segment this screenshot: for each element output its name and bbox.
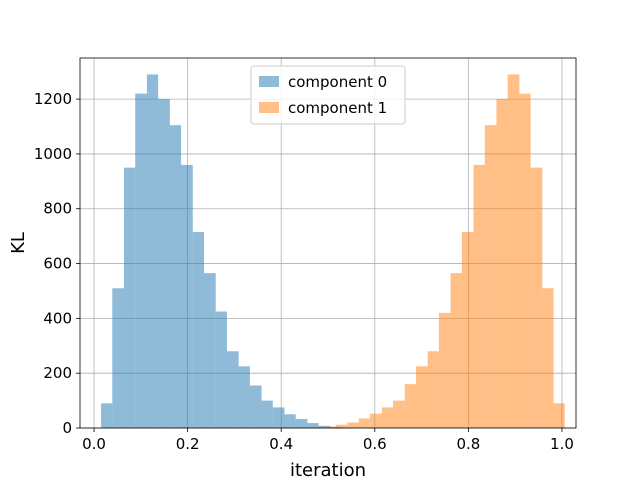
series-0-bar (284, 414, 296, 428)
y-tick-label: 400 (43, 309, 72, 327)
legend-swatch (259, 102, 279, 113)
y-axis-label: KL (8, 232, 29, 254)
series-1-bar (496, 99, 508, 428)
legend-label: component 0 (288, 73, 387, 91)
series-0-bar (204, 273, 216, 428)
y-tick-label: 0 (62, 419, 72, 437)
plot-frame (79, 57, 577, 429)
series-1-bar (507, 74, 520, 428)
series-0-bar (123, 167, 136, 428)
x-tick-label: 0.0 (82, 435, 106, 453)
series-1-bar (519, 93, 531, 428)
series-1-bar (404, 384, 416, 428)
legend-box (250, 65, 406, 125)
series-0-bar (135, 93, 147, 428)
y-tick-label: 1200 (34, 90, 72, 108)
x-tick-label: 0.4 (269, 435, 293, 453)
y-tick-label: 800 (43, 200, 72, 218)
series-1-bar (553, 403, 565, 428)
series-0-bar (181, 164, 193, 428)
series-1-bar (358, 418, 371, 428)
y-tick-label: 1000 (34, 145, 72, 163)
series-1-bar (381, 407, 394, 428)
series-0-bar (249, 385, 262, 428)
x-tick-label: 1.0 (550, 435, 574, 453)
histogram-bars (101, 74, 565, 429)
series-0-bar (226, 351, 239, 428)
legend-swatch (259, 76, 279, 87)
x-axis-ticks: 0.0 0.2 0.4 0.6 0.8 1.0 (82, 428, 574, 453)
series-1-bar (450, 273, 462, 428)
series-0-bar (101, 403, 113, 428)
series-1-bar (438, 312, 451, 428)
series-1-bar (473, 164, 485, 428)
series-1-bar (542, 288, 554, 428)
series-0-bar (158, 99, 170, 428)
series-0-bar (192, 232, 204, 428)
y-tick-label: 600 (43, 255, 72, 273)
y-axis-ticks: 0 200 400 600 800 1000 1200 (34, 90, 80, 437)
series-1-bar (347, 422, 359, 428)
series-0-bar (169, 125, 182, 429)
x-axis-label: iteration (290, 460, 366, 480)
series-0-bar (307, 423, 319, 428)
x-tick-label: 0.8 (456, 435, 480, 453)
series-1-bar (324, 426, 336, 428)
series-0-bar (146, 74, 159, 428)
x-tick-label: 0.2 (176, 435, 200, 453)
series-1-bar (530, 167, 543, 428)
series-1-bar (335, 424, 348, 428)
y-tick-label: 200 (43, 364, 72, 382)
series-0-bar (272, 407, 285, 428)
series-1-bar (393, 400, 405, 428)
series-0-bar (238, 366, 250, 428)
series-1-bar (427, 351, 439, 428)
legend-label: component 1 (288, 99, 387, 117)
series-0-bar (215, 311, 227, 428)
series-0-bar (295, 418, 308, 428)
legend: component 0 component 1 (250, 65, 406, 125)
series-1-bar (370, 413, 382, 428)
series-0-bar (112, 288, 124, 428)
x-tick-label: 0.6 (363, 435, 387, 453)
series-1-bar (415, 366, 428, 428)
series-1-bar (484, 125, 497, 429)
series-0-bar (261, 400, 273, 428)
series-1-bar (461, 232, 474, 428)
